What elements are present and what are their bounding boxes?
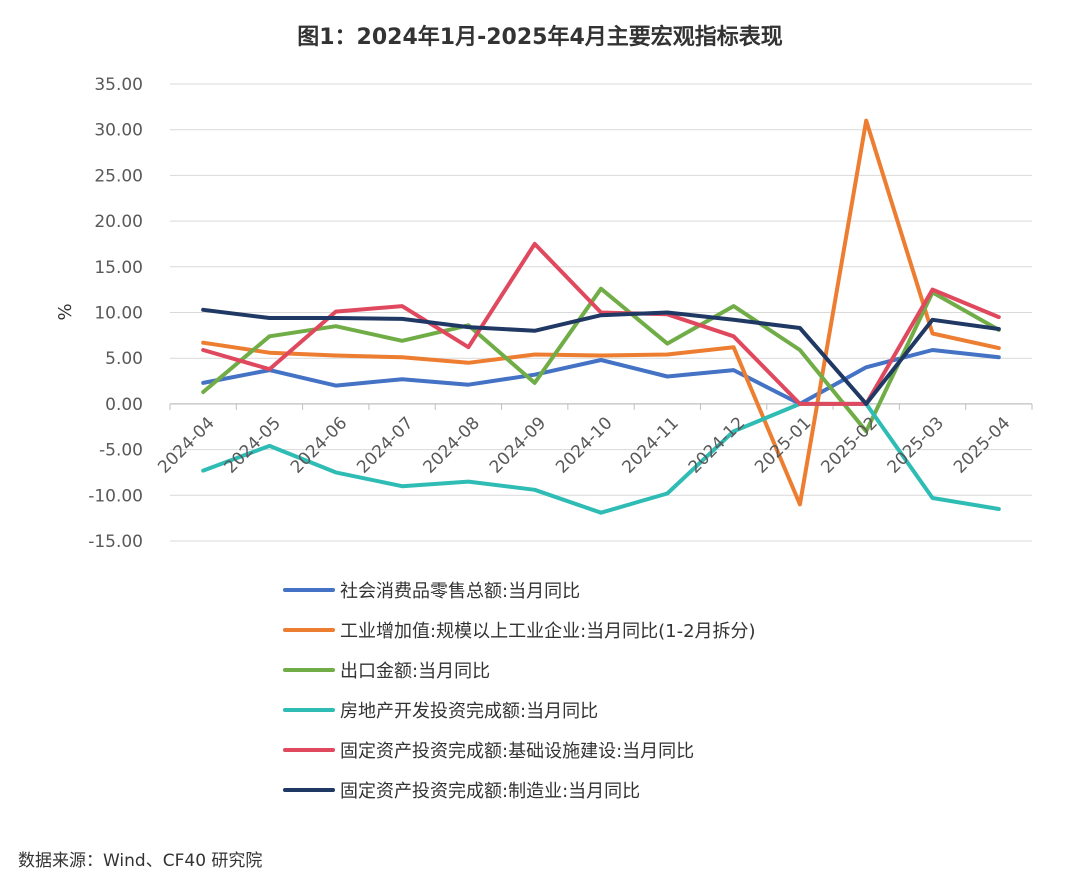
- series-lines: [201, 118, 1001, 515]
- y-tick-label: 5.00: [105, 349, 143, 369]
- y-tick-label: 10.00: [94, 304, 143, 324]
- x-axis-ticks: 2024-04 2024-05 2024-06 2024-07 2024-08 2024-…: [154, 413, 1014, 477]
- legend-label: 固定资产投资完成额:制造业:当月同比: [340, 781, 640, 802]
- series-line: [201, 118, 1001, 507]
- y-tick-label: 35.00: [94, 75, 143, 95]
- legend-label: 工业增加值:规模以上工业企业:当月同比(1-2月拆分): [340, 621, 756, 642]
- x-tick-label: 2024-11: [618, 413, 682, 477]
- y-tick-label: -5.00: [99, 441, 143, 461]
- x-tick-label: 2024-12: [685, 413, 749, 477]
- series-line: [201, 348, 1001, 406]
- legend-label: 固定资产投资完成额:基础设施建设:当月同比: [340, 741, 694, 762]
- series-line: [201, 286, 1001, 434]
- y-tick-label: 25.00: [94, 166, 143, 186]
- y-tick-label: 15.00: [94, 258, 143, 278]
- x-tick-label: 2024-09: [486, 413, 550, 477]
- y-tick-label: 20.00: [94, 212, 143, 232]
- legend-label: 社会消费品零售总额:当月同比: [340, 581, 580, 602]
- y-tick-label: -10.00: [88, 486, 143, 506]
- y-axis-label: %: [55, 303, 76, 320]
- y-tick-label: -15.00: [88, 532, 143, 552]
- x-tick-label: 2025-02: [817, 413, 881, 477]
- x-tick-label: 2024-10: [552, 413, 616, 477]
- x-axis: [169, 403, 1033, 410]
- x-tick-label: 2024-06: [287, 413, 351, 477]
- legend-label: 房地产开发投资完成额:当月同比: [340, 701, 598, 722]
- x-tick-label: 2024-05: [221, 413, 285, 477]
- x-tick-label: 2025-04: [950, 413, 1014, 477]
- x-tick-label: 2024-08: [420, 413, 484, 477]
- legend: 社会消费品零售总额:当月同比工业增加值:规模以上工业企业:当月同比(1-2月拆分…: [283, 581, 756, 802]
- legend-label: 出口金额:当月同比: [340, 661, 490, 682]
- y-tick-label: 30.00: [94, 121, 143, 141]
- source-note: 数据来源：Wind、CF40 研究院: [18, 851, 262, 871]
- chart-title: 图1：2024年1月-2025年4月主要宏观指标表现: [297, 24, 783, 50]
- y-tick-label: 0.00: [105, 395, 143, 415]
- series-line: [201, 241, 1001, 406]
- series-line: [201, 307, 1001, 406]
- y-axis-ticks: -15.00 -10.00 -5.00 0.00 5.00 10.00 15.00 20.00…: [88, 75, 143, 552]
- x-tick-label: 2024-07: [353, 413, 417, 477]
